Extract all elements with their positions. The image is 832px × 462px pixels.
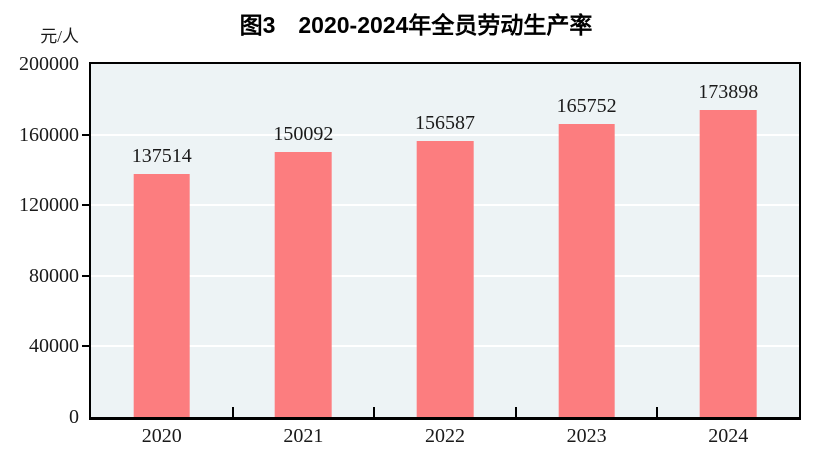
bar-2021 xyxy=(275,152,332,417)
y-tick-mark xyxy=(82,204,89,207)
x-tick-label: 2021 xyxy=(283,425,324,447)
y-tick-label: 120000 xyxy=(19,194,79,217)
bar-2022 xyxy=(416,140,474,417)
y-axis-labels: 0 40000 80000 120000 160000 200000 xyxy=(0,54,79,427)
chart-title: 图3 2020-2024年全员劳动生产率 xyxy=(239,12,593,38)
y-tick-label: 200000 xyxy=(19,53,79,75)
bar-value-label: 150092 xyxy=(273,123,334,146)
bar-2023 xyxy=(558,124,615,417)
x-tick-label: 2023 xyxy=(566,425,607,447)
y-tick-mark xyxy=(82,345,89,348)
bar-2024 xyxy=(699,110,757,417)
x-tick-mark xyxy=(373,407,376,417)
y-tick-label: 0 xyxy=(69,406,79,428)
x-tick-label: 2022 xyxy=(425,425,465,447)
y-tick-mark xyxy=(82,274,89,277)
y-tick-mark xyxy=(82,133,89,136)
y-tick-label: 80000 xyxy=(29,264,79,287)
x-tick-mark xyxy=(656,407,659,417)
bar-value-label: 137514 xyxy=(131,145,192,168)
x-tick-mark xyxy=(514,407,517,417)
y-tick-label: 40000 xyxy=(29,335,79,358)
y-axis-unit-label: 元/人 xyxy=(40,27,79,46)
x-axis-labels: 2020 2021 2022 2023 2024 xyxy=(91,426,799,452)
y-tick-label: 160000 xyxy=(19,123,79,146)
x-tick-label: 2024 xyxy=(708,425,749,447)
x-tick-mark xyxy=(231,407,234,417)
bar-value-label: 156587 xyxy=(415,111,475,134)
bar-value-label: 165752 xyxy=(556,95,617,118)
bar-2020 xyxy=(133,174,191,417)
bar-value-label: 173898 xyxy=(698,81,759,104)
x-tick-label: 2020 xyxy=(141,425,182,447)
gridline xyxy=(91,133,799,136)
plot-area: 137514 150092 156587 165752 173898 xyxy=(89,62,801,420)
